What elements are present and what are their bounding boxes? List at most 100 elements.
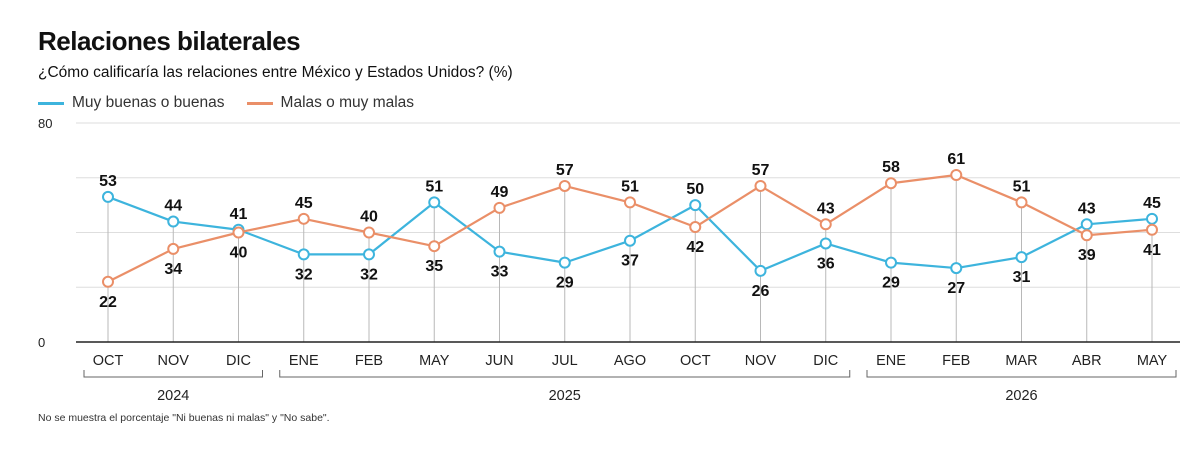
year-label: 2026 [1005, 388, 1037, 404]
data-point-series-1 [1080, 218, 1093, 231]
footnote: No se muestra el porcentaje "Ni buenas n… [38, 412, 330, 424]
data-label-series-1: 44 [164, 198, 182, 215]
chart-title: Relaciones bilaterales [38, 26, 301, 56]
legend-item-series-1: Muy buenas o buenas [38, 94, 225, 112]
data-label-series-1: 37 [621, 253, 639, 270]
year-label: 2024 [157, 388, 189, 404]
x-tick-label: JUN [485, 353, 513, 369]
data-point-series-2 [102, 275, 114, 288]
data-label-series-1: 33 [491, 264, 509, 281]
data-label-series-1: 31 [1013, 269, 1031, 286]
data-point-series-2 [297, 212, 310, 225]
data-label-series-2: 51 [621, 178, 639, 195]
data-label-series-1: 41 [230, 206, 248, 223]
x-tick-label: OCT [680, 353, 711, 369]
data-label-series-2: 49 [491, 184, 509, 201]
x-tick-label: NOV [745, 353, 777, 369]
data-label-series-1: 51 [425, 178, 443, 195]
data-label-series-1: 32 [360, 266, 378, 283]
x-tick-label: MAY [419, 353, 450, 369]
data-point-series-2 [232, 226, 245, 239]
data-label-series-2: 22 [99, 294, 117, 311]
chart-subtitle: ¿Cómo calificaría las relaciones entre M… [38, 64, 513, 81]
x-tick-label: DIC [226, 353, 251, 369]
x-tick-label: MAR [1005, 353, 1037, 369]
data-point-series-2 [493, 201, 506, 214]
data-point-series-2 [558, 179, 571, 192]
data-point-series-2 [167, 242, 180, 255]
data-point-series-2 [885, 177, 897, 190]
data-point-series-1 [363, 248, 375, 261]
data-point-series-2 [624, 196, 636, 209]
data-label-series-1: 27 [947, 280, 965, 297]
data-point-series-1 [297, 248, 310, 261]
data-label-series-2: 58 [882, 159, 900, 176]
x-tick-label: ABR [1072, 353, 1102, 369]
data-point-series-1 [950, 262, 963, 275]
x-tick-label: AGO [614, 353, 646, 369]
data-label-series-2: 39 [1078, 247, 1096, 264]
data-label-series-1: 36 [817, 255, 835, 272]
data-point-series-1 [1015, 251, 1028, 264]
data-point-series-2 [428, 240, 441, 253]
y-tick-label: 80 [38, 116, 52, 131]
data-label-series-1: 32 [295, 266, 313, 283]
data-point-series-1 [167, 215, 180, 228]
data-label-series-1: 29 [556, 275, 574, 292]
x-tick-label: DIC [813, 353, 838, 369]
data-point-series-2 [754, 179, 767, 192]
x-tick-label: OCT [93, 353, 124, 369]
data-point-series-1 [885, 256, 897, 269]
data-label-series-1: 53 [99, 173, 117, 190]
year-bracket [866, 370, 1177, 378]
data-point-series-2 [819, 218, 832, 231]
year-bracket [83, 370, 263, 378]
x-tick-label: FEB [355, 353, 383, 369]
data-label-series-1: 26 [752, 283, 770, 300]
x-tick-label: NOV [158, 353, 190, 369]
data-label-series-2: 34 [164, 261, 182, 278]
data-point-series-1 [493, 245, 506, 258]
data-point-series-1 [558, 256, 571, 269]
x-tick-label: FEB [942, 353, 970, 369]
data-point-series-1 [754, 264, 767, 277]
data-point-series-1 [428, 196, 441, 209]
data-point-series-2 [363, 226, 375, 239]
x-tick-label: ENE [289, 353, 319, 369]
data-label-series-2: 57 [556, 162, 574, 179]
data-label-series-2: 57 [752, 162, 770, 179]
data-label-series-2: 61 [947, 151, 965, 168]
x-tick-label: ENE [876, 353, 906, 369]
legend-swatch-series-2 [246, 101, 273, 105]
data-label-series-1: 29 [882, 275, 900, 292]
data-point-series-1 [102, 190, 114, 203]
data-label-series-2: 40 [230, 245, 248, 262]
data-point-series-1 [819, 237, 832, 250]
data-label-series-2: 35 [425, 258, 443, 275]
data-point-series-2 [689, 221, 702, 234]
legend-label-series-2: Malas o muy malas [280, 94, 415, 111]
x-tick-label: MAY [1137, 353, 1168, 369]
data-label-series-1: 50 [686, 181, 704, 198]
year-label: 2025 [549, 388, 581, 404]
x-tick-label: JUL [552, 353, 578, 369]
data-label-series-2: 51 [1013, 178, 1031, 195]
data-label-series-2: 43 [817, 200, 835, 217]
y-tick-label: 0 [38, 335, 45, 350]
data-point-series-1 [1146, 212, 1158, 225]
data-point-series-2 [950, 169, 963, 182]
data-point-series-1 [689, 199, 702, 212]
data-point-series-2 [1146, 223, 1158, 236]
data-label-series-1: 45 [1143, 195, 1161, 212]
data-label-series-1: 43 [1078, 200, 1096, 217]
legend-item-series-2: Malas o muy malas [246, 94, 415, 112]
data-label-series-2: 42 [686, 239, 704, 256]
data-label-series-2: 41 [1143, 242, 1161, 259]
data-point-series-2 [1015, 196, 1028, 209]
legend: Muy buenas o buenas Malas o muy malas [38, 94, 436, 112]
data-point-series-1 [624, 234, 636, 247]
legend-label-series-1: Muy buenas o buenas [72, 94, 225, 111]
year-bracket [279, 370, 851, 378]
data-point-series-2 [1080, 229, 1093, 242]
